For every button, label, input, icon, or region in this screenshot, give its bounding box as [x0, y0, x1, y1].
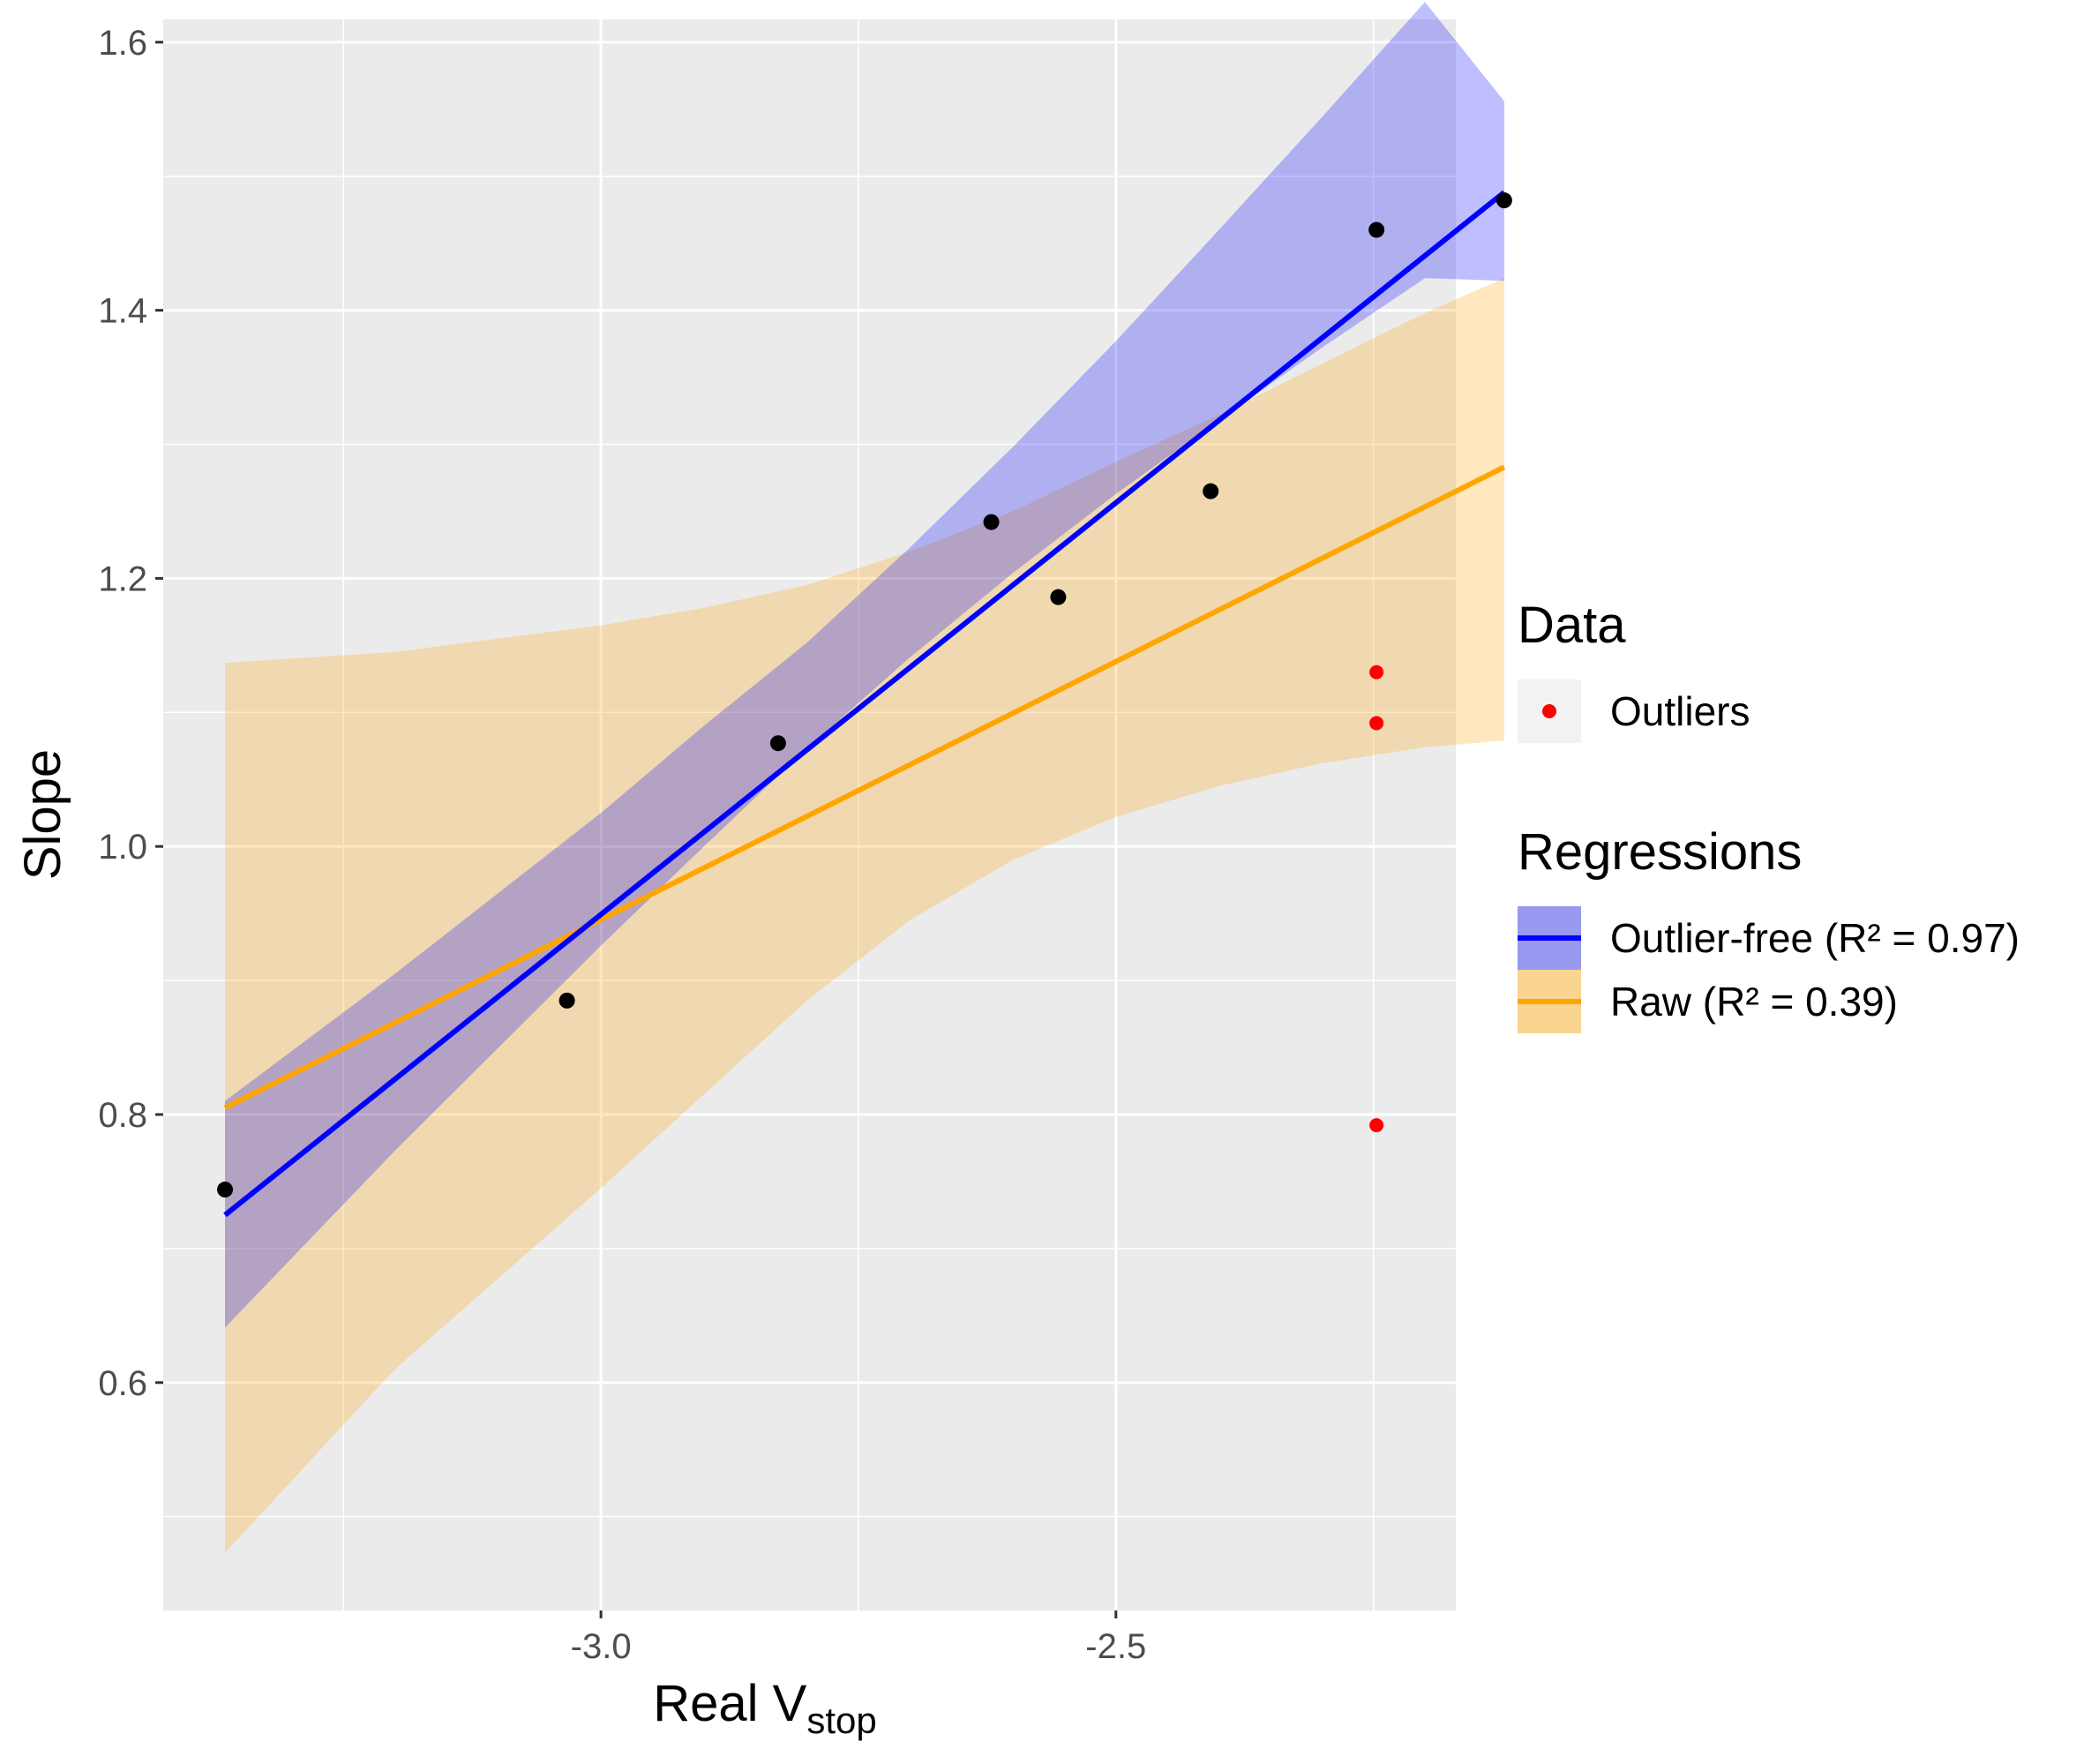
major-gridlines	[163, 19, 1456, 1610]
data-points	[217, 192, 1512, 1198]
data-point	[1496, 192, 1512, 209]
x-axis-title: Real Vstop	[653, 1675, 876, 1741]
y-tick-label: 0.8	[98, 1096, 147, 1135]
y-tick-label: 1.0	[98, 828, 147, 867]
y-tick-label: 1.4	[98, 292, 147, 331]
confidence-ribbons	[225, 2, 1504, 1553]
legend-key-outliers	[1542, 704, 1556, 718]
legend-regressions-title: Regressions	[1518, 823, 1802, 881]
data-point	[1368, 221, 1385, 238]
axes: 0.6 0.8 1.0 1.2 1.4 1.6 -3.0 -2.5	[98, 24, 1146, 1666]
minor-gridlines	[163, 19, 1456, 1610]
x-tick-label: -2.5	[1085, 1627, 1146, 1666]
y-tick-label: 1.2	[98, 559, 147, 598]
outlier-point	[1369, 1118, 1384, 1133]
raw-confidence-band	[225, 278, 1504, 1553]
data-point	[1050, 589, 1067, 605]
legend: Data Outliers Regressions Outlier-free (…	[1518, 597, 2020, 1033]
outlier-point	[1369, 716, 1384, 731]
legend-data-title: Data	[1518, 597, 1626, 654]
legend-label-outlier-free: Outlier-free (R² = 0.97)	[1610, 915, 2020, 961]
x-axis-title-main: Real V	[653, 1675, 806, 1732]
legend-label-raw: Raw (R² = 0.39)	[1610, 979, 1898, 1025]
y-axis-title: Slope	[14, 749, 71, 880]
data-point	[558, 992, 575, 1009]
x-axis-title-subscript: stop	[806, 1700, 876, 1741]
data-point	[769, 735, 786, 752]
raw-fit-line	[223, 464, 1506, 1111]
x-tick-label: -3.0	[571, 1627, 632, 1666]
data-point	[217, 1182, 234, 1198]
y-tick-label: 0.6	[98, 1364, 147, 1403]
legend-label-outliers: Outliers	[1610, 688, 1750, 734]
outlier-free-confidence-band	[225, 2, 1504, 1328]
y-tick-label: 1.6	[98, 24, 147, 63]
outlier-free-fit-line	[223, 190, 1506, 1218]
outlier-point	[1369, 664, 1384, 679]
regression-lines	[223, 190, 1506, 1218]
data-point	[1203, 483, 1219, 499]
data-point	[983, 514, 1000, 530]
